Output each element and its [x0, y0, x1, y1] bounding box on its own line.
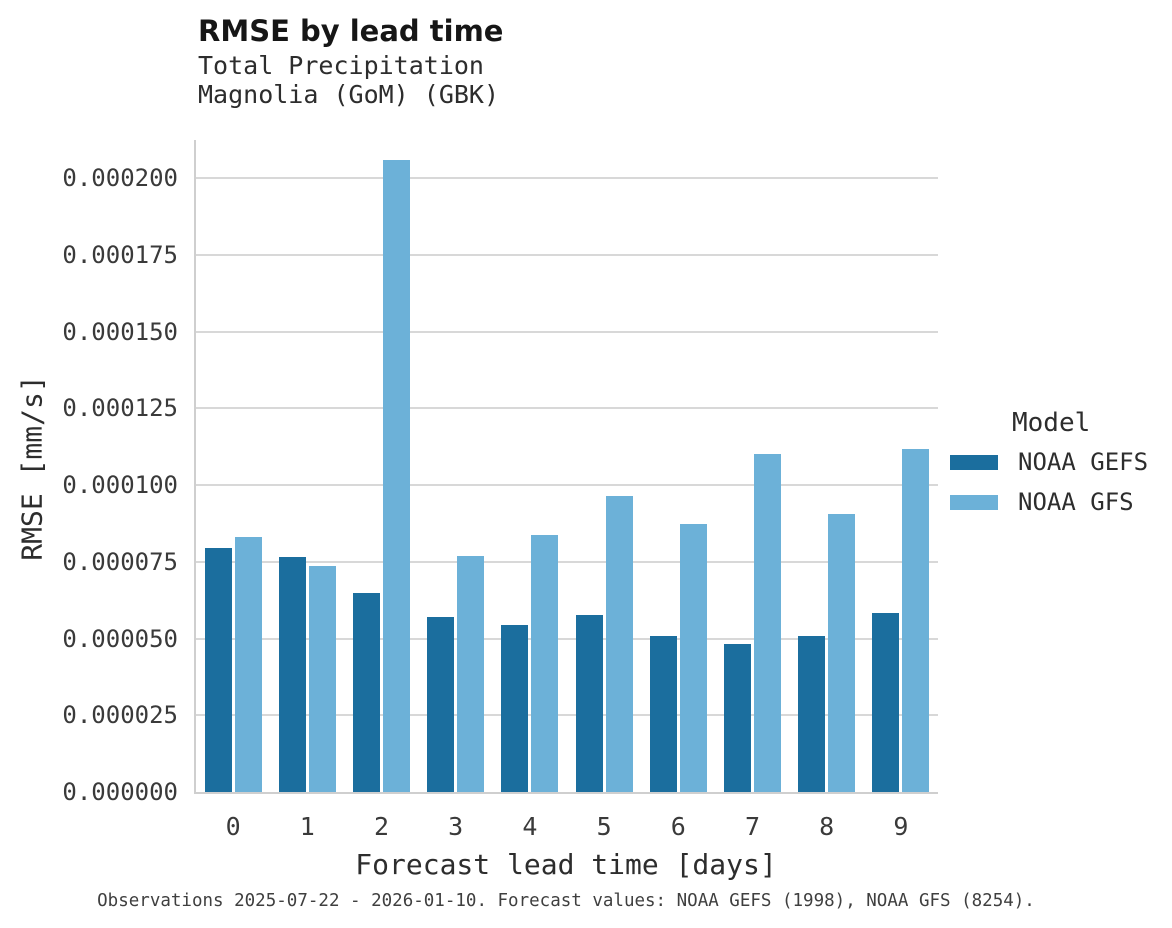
x-tick-label-8: 8: [819, 812, 835, 841]
bar-noaa-gfs-lead-2: [383, 159, 410, 792]
legend-swatch-noaa-gefs: [950, 454, 998, 470]
gridline-0.000200: [196, 177, 938, 180]
x-tick-label-1: 1: [299, 812, 315, 841]
legend: Model NOAA GEFS NOAA GFS: [950, 408, 1165, 528]
y-tick-label-0.000050: 0.000050: [62, 624, 178, 653]
bar-noaa-gfs-lead-4: [531, 534, 559, 792]
gridline-0.000175: [196, 254, 938, 257]
y-axis-spine: [194, 140, 196, 794]
y-tick-label-0.000075: 0.000075: [62, 547, 178, 576]
legend-entry-noaa-gfs: NOAA GFS: [950, 488, 1165, 516]
bar-noaa-gfs-lead-5: [605, 495, 633, 792]
bar-noaa-gefs-lead-7: [724, 644, 751, 792]
legend-title: Model: [1012, 408, 1091, 438]
bar-noaa-gfs-lead-7: [754, 454, 781, 792]
bar-noaa-gefs-lead-8: [798, 635, 826, 792]
plot-area: [196, 140, 938, 792]
chart-subtitle-line2: Magnolia (GoM) (GBK): [198, 80, 500, 109]
bar-noaa-gefs-lead-0: [204, 548, 232, 792]
legend-entry-noaa-gefs: NOAA GEFS: [950, 448, 1165, 476]
y-tick-label-0.000150: 0.000150: [62, 317, 178, 346]
gridline-0.000150: [196, 330, 938, 333]
gridline-0.000050: [196, 637, 938, 640]
chart-subtitle: Total Precipitation Magnolia (GoM) (GBK): [198, 51, 499, 109]
y-tick-label-0.000100: 0.000100: [62, 471, 178, 500]
x-tick-label-7: 7: [744, 812, 761, 841]
y-tick-label-0.000025: 0.000025: [62, 701, 178, 730]
x-tick-label-6: 6: [670, 812, 686, 841]
bar-noaa-gfs-lead-0: [234, 537, 262, 792]
bar-noaa-gefs-lead-3: [427, 617, 455, 792]
bar-noaa-gefs-lead-4: [501, 624, 529, 792]
gridline-0.000025: [196, 714, 938, 717]
bar-noaa-gefs-lead-2: [353, 593, 380, 792]
x-tick-label-9: 9: [893, 812, 909, 841]
x-tick-label-3: 3: [448, 812, 464, 841]
caption: Observations 2025-07-22 - 2026-01-10. Fo…: [97, 891, 1035, 911]
x-tick-label-4: 4: [522, 812, 538, 841]
y-tick-label-0.000175: 0.000175: [62, 241, 178, 270]
legend-label-noaa-gfs: NOAA GFS: [1018, 488, 1134, 516]
bar-noaa-gfs-lead-1: [308, 566, 336, 792]
bar-noaa-gfs-lead-9: [902, 449, 930, 792]
gridline-0.000100: [196, 484, 938, 487]
x-tick-label-2: 2: [373, 812, 390, 841]
bar-noaa-gefs-lead-1: [278, 557, 306, 792]
x-axis-spine: [194, 792, 938, 794]
legend-swatch-noaa-gfs: [950, 494, 998, 510]
legend-label-noaa-gefs: NOAA GEFS: [1018, 448, 1149, 476]
bar-noaa-gefs-lead-6: [649, 636, 677, 792]
gridline-0.000075: [196, 560, 938, 563]
x-tick-label-0: 0: [225, 812, 241, 841]
x-tick-label-5: 5: [596, 812, 612, 841]
gridline-0.000125: [196, 407, 938, 410]
bar-noaa-gfs-lead-3: [457, 555, 485, 792]
y-tick-label-0.000200: 0.000200: [62, 164, 178, 193]
bar-noaa-gfs-lead-8: [828, 514, 856, 792]
chart-subtitle-line1: Total Precipitation: [198, 51, 484, 80]
bar-noaa-gfs-lead-6: [679, 523, 707, 792]
bar-noaa-gefs-lead-9: [872, 612, 900, 792]
y-tick-label-0.000000: 0.000000: [62, 778, 178, 806]
x-axis-label: Forecast lead time [days]: [355, 848, 777, 881]
chart-title: RMSE by lead time: [198, 14, 504, 48]
y-tick-label-0.000125: 0.000125: [62, 394, 178, 423]
bar-noaa-gefs-lead-5: [575, 614, 603, 792]
